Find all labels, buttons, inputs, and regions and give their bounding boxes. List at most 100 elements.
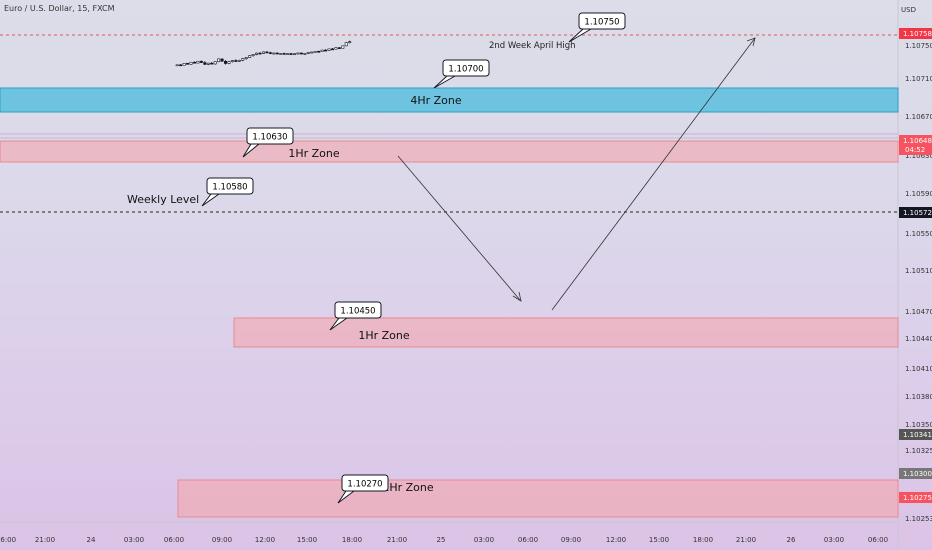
candle-up [327, 48, 331, 51]
candle-down [299, 52, 303, 55]
price-tag-label: 1.10300 [903, 470, 932, 478]
x-tick-label: 21:00 [35, 536, 55, 544]
callout-box [341, 474, 389, 492]
callout-box [578, 12, 626, 30]
x-tick-label: 12:00 [606, 536, 626, 544]
candle-up [279, 53, 283, 55]
candle-up [310, 51, 314, 54]
price-tag-label: 1.10275 [903, 494, 932, 502]
callout-label: 1.10450 [340, 307, 375, 317]
candle-up [341, 45, 345, 49]
price-tag [899, 429, 932, 440]
price-tag [899, 468, 932, 479]
y-tick-label: 1.10670 [905, 113, 932, 121]
y-tick-label: 1.10590 [905, 190, 932, 198]
callout-pointer [242, 143, 260, 158]
price-tag-label: 1.10648 [903, 137, 932, 145]
candle-up [213, 61, 217, 65]
candle-up [230, 60, 234, 62]
candle-down [203, 62, 207, 65]
x-tick-label: 24 [87, 536, 96, 544]
zone-label: 4Hr Zone [410, 94, 462, 107]
candle-up [237, 60, 241, 62]
x-tick-label: 09:00 [212, 536, 232, 544]
candle-up [248, 55, 252, 58]
candle-up [348, 41, 352, 43]
candle-down [179, 64, 183, 67]
y-tick-label: 1.10440 [905, 335, 932, 343]
candle-down [275, 52, 279, 55]
callout-pointer [329, 317, 348, 331]
x-tick-label: 21:00 [736, 536, 756, 544]
candle-down [268, 52, 272, 54]
callout-box [442, 59, 490, 77]
candle-up [175, 64, 179, 67]
price-tag [899, 207, 932, 218]
candle-up [303, 53, 307, 55]
zone-4hr [0, 87, 899, 113]
y-tick-label: 1.10470 [905, 308, 932, 316]
y-tick-label: 1.10350 [905, 421, 932, 429]
y-tick-label: 1.10510 [905, 267, 932, 275]
candle-up [182, 63, 186, 66]
x-tick-label: 18:00 [342, 536, 362, 544]
price-tag [899, 492, 932, 503]
zone-label: 1Hr Zone [288, 147, 340, 160]
y-tick-label: 1.10410 [905, 365, 932, 373]
zone-1hr-1 [0, 140, 899, 163]
price-tag-label: 1.10572 [903, 209, 932, 217]
projection-arrow-up [551, 37, 756, 311]
weekly-level-label: Weekly Level [127, 193, 199, 206]
callout-box [334, 301, 382, 319]
candle-down [234, 60, 238, 62]
callout-pointer [201, 193, 220, 207]
candle-up [292, 53, 296, 56]
x-tick-label: 03:00 [474, 536, 494, 544]
candle-up [189, 61, 193, 65]
x-tick-label: 03:00 [124, 536, 144, 544]
candle-up [241, 58, 245, 61]
candle-up [261, 51, 265, 54]
x-tick-label: 15:00 [649, 536, 669, 544]
x-tick-label: 06:00 [164, 536, 184, 544]
candle-down [192, 61, 196, 64]
y-tick-label: 1.10253 [905, 515, 932, 523]
x-tick-label: 26 [787, 536, 796, 544]
x-tick-label: 06:00 [868, 536, 888, 544]
x-tick-label: 09:00 [561, 536, 581, 544]
candle-up [334, 47, 338, 50]
y-tick-label: 1.10325 [905, 447, 932, 455]
candle-down [317, 50, 321, 53]
callout-pointer [568, 28, 592, 43]
candle-down [289, 53, 293, 55]
arrowhead [746, 37, 756, 47]
candle-up [296, 52, 300, 55]
y-tick-label: 1.10750 [905, 42, 932, 50]
callout-label: 1.10750 [584, 18, 619, 28]
candle-up [344, 42, 348, 47]
zone-label: 1Hr Zone [382, 481, 434, 494]
candle-up [286, 53, 290, 55]
price-tag-countdown: 04:52 [905, 146, 925, 154]
price-tag-label: 1.10341 [903, 431, 932, 439]
april-high-label: 2nd Week April High [489, 41, 576, 51]
currency-label: USD [901, 6, 916, 14]
candle-down [199, 60, 203, 63]
x-tick-label: 21:00 [387, 536, 407, 544]
callout-box [206, 177, 254, 195]
candle-up [272, 52, 276, 55]
projection-arrow-down [397, 155, 521, 301]
candle-up [255, 52, 259, 55]
callout-label: 1.10270 [347, 480, 382, 490]
callout-pointer [433, 75, 456, 89]
callout-label: 1.10700 [448, 65, 483, 75]
arrowhead [512, 291, 522, 302]
x-tick-label: 06:00 [518, 536, 538, 544]
callout-label: 1.10630 [252, 133, 287, 143]
y-tick-label: 1.10550 [905, 230, 932, 238]
zone-1hr-2 [233, 317, 899, 348]
zone-label: 1Hr Zone [358, 329, 410, 342]
candle-up [251, 54, 255, 56]
